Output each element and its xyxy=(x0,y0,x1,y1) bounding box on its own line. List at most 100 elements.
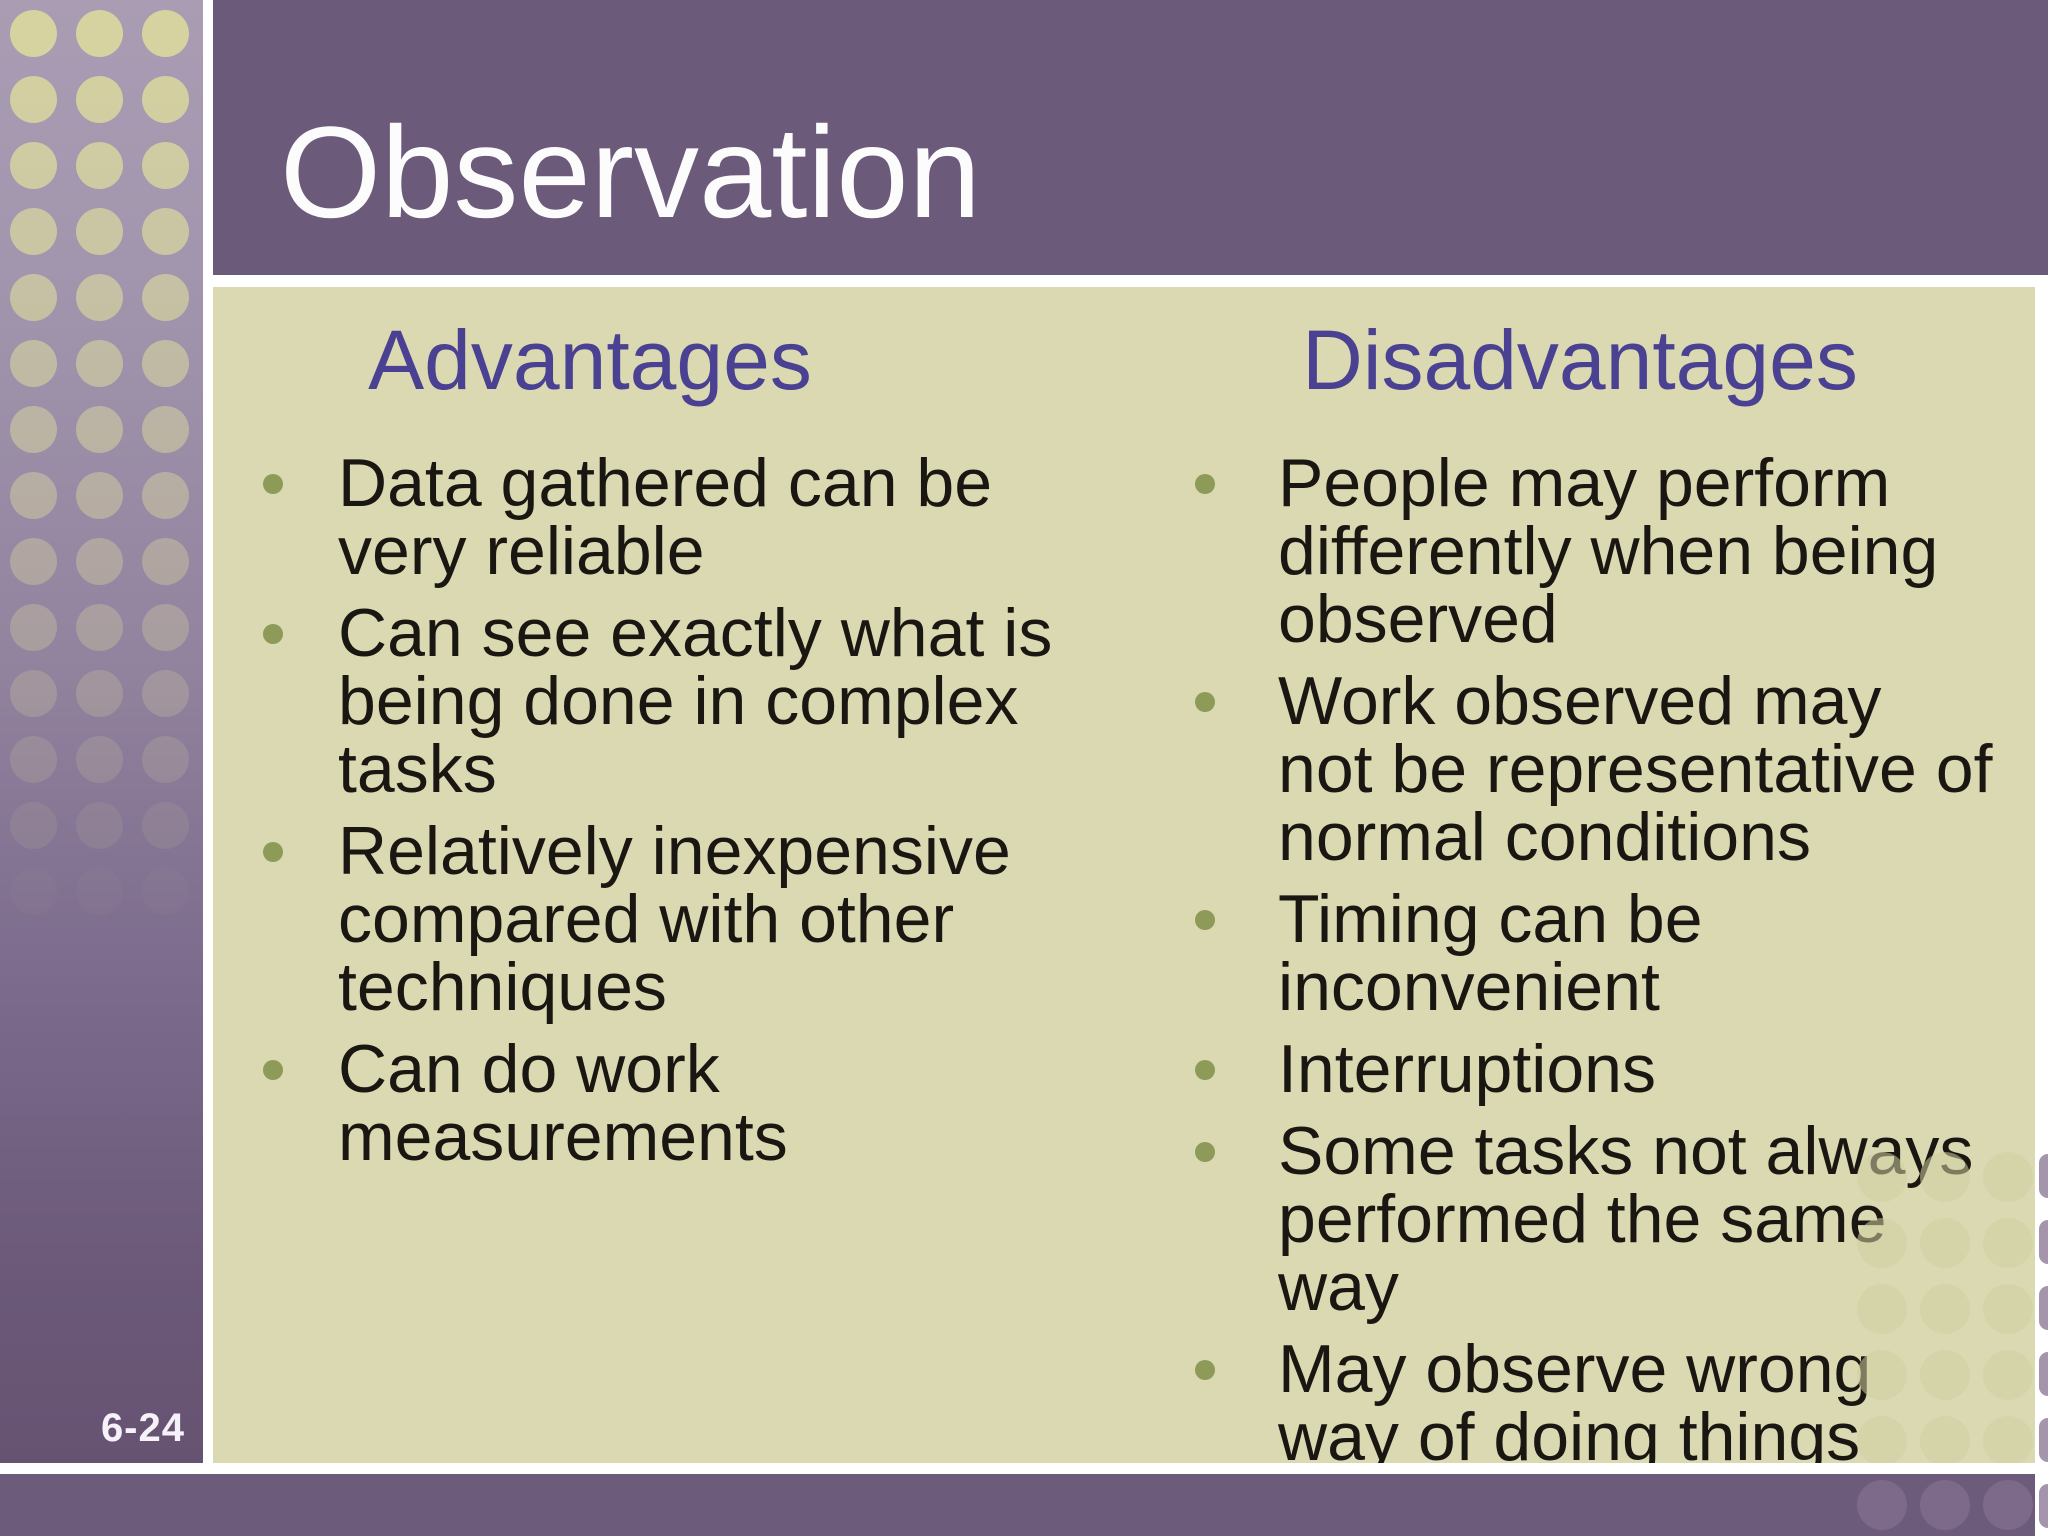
bullet-icon xyxy=(1195,1360,1215,1380)
decorative-dot xyxy=(1920,1480,1970,1530)
footer-bar xyxy=(0,1474,2035,1536)
sidebar-decoration: 6-24 xyxy=(0,0,203,1463)
decorative-dot xyxy=(1920,1416,1970,1463)
decorative-dot xyxy=(76,208,123,255)
bullet-icon xyxy=(1195,910,1215,930)
decorative-dot xyxy=(1857,1480,1907,1530)
decorative-dot xyxy=(142,538,189,585)
decorative-dot xyxy=(76,10,123,57)
decorative-dot xyxy=(142,10,189,57)
decorative-dot xyxy=(1920,1284,1970,1334)
decorative-dot xyxy=(2039,1154,2048,1198)
decorative-dot xyxy=(76,538,123,585)
decorative-dot xyxy=(142,208,189,255)
decorative-dot xyxy=(1920,1350,1970,1400)
decorative-dot xyxy=(1983,1152,2033,1202)
bullet-icon xyxy=(1195,474,1215,494)
decorative-dot xyxy=(1857,1218,1907,1268)
list-item-text: Can see exactly what is being done in co… xyxy=(338,595,1053,807)
column-heading-disadvantages: Disadvantages xyxy=(1302,313,1858,407)
decorative-dot xyxy=(76,340,123,387)
decorative-dot xyxy=(2039,1484,2048,1528)
decorative-dot xyxy=(76,76,123,123)
list-item: Interruptions xyxy=(1195,1035,2035,1103)
list-item-text: People may perform differently when bein… xyxy=(1278,445,1939,657)
decorative-dot xyxy=(1920,1218,1970,1268)
decorative-dot xyxy=(10,472,57,519)
title-bar: Observation xyxy=(213,0,2048,275)
decorative-dot xyxy=(2039,1220,2048,1264)
decorative-dot xyxy=(1857,1350,1907,1400)
decorative-dot xyxy=(10,274,57,321)
decorative-dot xyxy=(1857,1416,1907,1463)
list-item-text: May observe wrong way of doing things xyxy=(1278,1331,1872,1463)
decorative-dot xyxy=(1983,1218,2033,1268)
decorative-dot xyxy=(142,142,189,189)
bullet-icon xyxy=(263,624,283,644)
bullet-icon xyxy=(1195,692,1215,712)
decorative-dot xyxy=(76,802,123,849)
bullet-icon xyxy=(1195,1142,1215,1162)
decorative-dot xyxy=(1920,1152,1970,1202)
decorative-dot xyxy=(76,604,123,651)
decorative-dot xyxy=(142,604,189,651)
decorative-dot xyxy=(2039,1418,2048,1462)
decorative-dot xyxy=(142,670,189,717)
list-item: Some tasks not always performed the same… xyxy=(1195,1117,2035,1321)
list-item: Work observed may not be representative … xyxy=(1195,667,2035,871)
decorative-dot xyxy=(10,868,57,915)
list-item-text: Data gathered can be very reliable xyxy=(338,445,993,589)
slide-title: Observation xyxy=(280,99,981,245)
decorative-dot xyxy=(1983,1480,2033,1530)
list-item-text: Can do work measurements xyxy=(338,1031,788,1175)
list-item: May observe wrong way of doing things xyxy=(1195,1335,2035,1463)
list-item-text: Interruptions xyxy=(1278,1031,1656,1107)
disadvantages-list: People may perform differently when bein… xyxy=(1195,449,2035,1463)
decorative-dot xyxy=(1857,1284,1907,1334)
decorative-dot xyxy=(10,736,57,783)
decorative-dot xyxy=(142,802,189,849)
decorative-dot xyxy=(76,736,123,783)
column-heading-advantages: Advantages xyxy=(368,313,812,407)
list-item: Relatively inexpensive compared with oth… xyxy=(263,817,1123,1021)
content-area: Advantages Disadvantages Data gathered c… xyxy=(213,287,2035,1463)
decorative-dot xyxy=(142,406,189,453)
list-item-text: Timing can be inconvenient xyxy=(1278,881,1703,1025)
decorative-dot xyxy=(10,406,57,453)
decorative-dot xyxy=(142,76,189,123)
advantages-list: Data gathered can be very reliable Can s… xyxy=(263,449,1123,1185)
decorative-dot xyxy=(1983,1416,2033,1463)
decorative-dot xyxy=(142,274,189,321)
decorative-dot xyxy=(10,538,57,585)
list-item: Can do work measurements xyxy=(263,1035,1123,1171)
decorative-dot xyxy=(142,736,189,783)
bullet-icon xyxy=(263,1060,283,1080)
decorative-dot xyxy=(10,76,57,123)
decorative-dot xyxy=(142,340,189,387)
decorative-dot xyxy=(1983,1284,2033,1334)
decorative-dot xyxy=(10,670,57,717)
list-item-text: Relatively inexpensive compared with oth… xyxy=(338,813,1011,1025)
list-item: Can see exactly what is being done in co… xyxy=(263,599,1123,803)
decorative-dot xyxy=(76,868,123,915)
decorative-dot xyxy=(142,472,189,519)
decorative-dot xyxy=(1983,1350,2033,1400)
bullet-icon xyxy=(263,842,283,862)
bullet-icon xyxy=(1195,1060,1215,1080)
list-item: Timing can be inconvenient xyxy=(1195,885,2035,1021)
decorative-dot xyxy=(76,142,123,189)
decorative-dot xyxy=(76,274,123,321)
decorative-dot xyxy=(76,670,123,717)
decorative-dot xyxy=(10,340,57,387)
decorative-dot xyxy=(2039,1286,2048,1330)
decorative-dot xyxy=(142,868,189,915)
list-item: Data gathered can be very reliable xyxy=(263,449,1123,585)
decorative-dot xyxy=(76,406,123,453)
decorative-dot xyxy=(10,604,57,651)
list-item: People may perform differently when bein… xyxy=(1195,449,2035,653)
decorative-dot xyxy=(10,142,57,189)
decorative-dot xyxy=(10,10,57,57)
decorative-dot xyxy=(76,472,123,519)
bullet-icon xyxy=(263,474,283,494)
